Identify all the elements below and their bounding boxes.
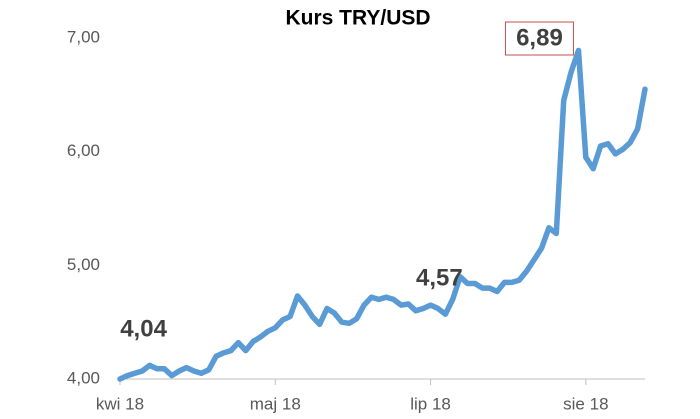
data-line (117, 47, 648, 382)
y-tick-label: 5,00 (67, 255, 100, 274)
y-tick-label: 7,00 (67, 27, 100, 46)
x-tick-label: kwi 18 (96, 394, 144, 413)
x-tick-label: lip 18 (410, 394, 451, 413)
chart-title: Kurs TRY/USD (285, 7, 430, 30)
x-tick-label: maj 18 (250, 394, 301, 413)
y-tick-label: 6,00 (67, 141, 100, 160)
annotation: 4,57 (416, 265, 463, 292)
annotation-box (504, 21, 574, 56)
annotation: 4,04 (120, 316, 167, 343)
y-tick-label: 4,00 (67, 368, 100, 387)
x-tick-label: sie 18 (563, 394, 608, 413)
annotation: 6,89 (516, 24, 563, 51)
